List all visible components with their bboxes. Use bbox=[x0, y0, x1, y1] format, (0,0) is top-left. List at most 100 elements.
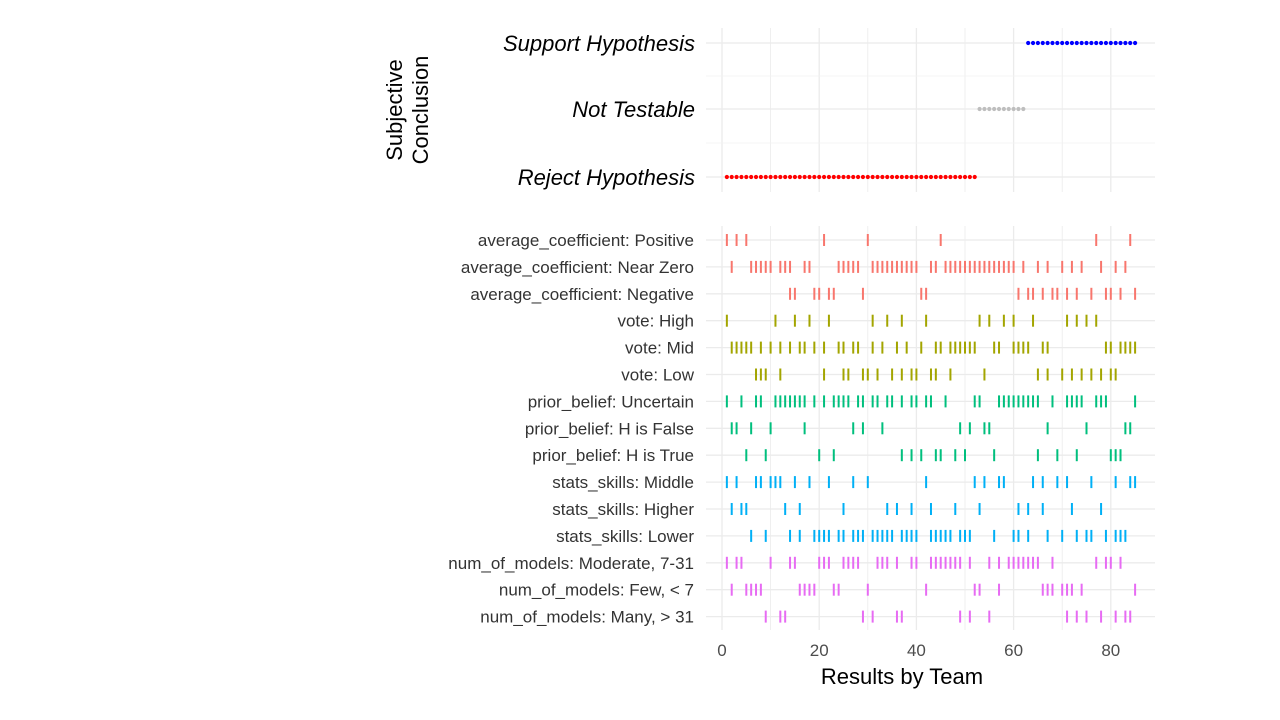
row-label: vote: High bbox=[617, 312, 694, 331]
y-axis-title-line: Subjective bbox=[382, 59, 407, 161]
row-label: prior_belief: H is False bbox=[525, 419, 694, 438]
conclusion-point bbox=[831, 174, 836, 180]
conclusion-point bbox=[924, 174, 929, 180]
conclusion-point bbox=[1055, 40, 1060, 46]
conclusion-point bbox=[855, 174, 861, 180]
conclusion-point bbox=[729, 174, 734, 180]
conclusion-point bbox=[1094, 40, 1099, 46]
conclusion-point bbox=[899, 174, 904, 180]
conclusion-point bbox=[846, 174, 851, 180]
conclusion-point bbox=[1060, 40, 1065, 46]
conclusion-point bbox=[1064, 40, 1070, 46]
conclusion-point bbox=[919, 174, 924, 180]
row-label: average_coefficient: Positive bbox=[478, 231, 694, 250]
conclusion-point bbox=[865, 174, 870, 180]
conclusion-label: Support Hypothesis bbox=[503, 31, 695, 56]
conclusion-point bbox=[943, 174, 948, 180]
x-tick-label: 60 bbox=[1004, 641, 1023, 660]
conclusion-point bbox=[797, 174, 802, 180]
row-label: stats_skills: Lower bbox=[556, 527, 694, 546]
conclusion-point bbox=[996, 106, 1002, 112]
conclusion-point bbox=[1001, 106, 1006, 112]
conclusion-point bbox=[734, 174, 739, 180]
x-tick-label: 40 bbox=[907, 641, 926, 660]
conclusion-point bbox=[763, 174, 768, 180]
conclusion-point bbox=[1050, 40, 1055, 46]
conclusion-point bbox=[1035, 40, 1040, 46]
conclusion-point bbox=[1128, 40, 1133, 46]
conclusion-point bbox=[783, 174, 788, 180]
x-axis-title: Results by Team bbox=[821, 664, 983, 689]
conclusion-point bbox=[977, 106, 982, 112]
conclusion-point bbox=[1084, 40, 1089, 46]
conclusion-point bbox=[773, 174, 778, 180]
conclusion-point bbox=[1133, 40, 1138, 46]
conclusion-label: Reject Hypothesis bbox=[518, 165, 695, 190]
conclusion-point bbox=[1040, 40, 1045, 46]
conclusion-point bbox=[992, 106, 997, 112]
conclusion-point bbox=[885, 174, 890, 180]
y-axis-title: SubjectiveConclusion bbox=[382, 56, 433, 165]
conclusion-point bbox=[739, 174, 744, 180]
conclusion-point bbox=[841, 174, 846, 180]
row-label: prior_belief: H is True bbox=[532, 446, 694, 465]
conclusion-point bbox=[1026, 40, 1031, 46]
row-label: num_of_models: Few, < 7 bbox=[499, 581, 694, 600]
conclusion-point bbox=[851, 174, 856, 180]
conclusion-point bbox=[914, 174, 919, 180]
conclusion-point bbox=[972, 174, 977, 180]
conclusion-point bbox=[1030, 40, 1036, 46]
conclusion-point bbox=[836, 174, 841, 180]
conclusion-point bbox=[982, 106, 987, 112]
conclusion-point bbox=[1016, 106, 1021, 112]
conclusion-point bbox=[826, 174, 832, 180]
conclusion-point bbox=[778, 174, 783, 180]
conclusion-point bbox=[1079, 40, 1084, 46]
conclusion-point bbox=[1021, 106, 1026, 112]
team-results-panel: average_coefficient: Positive average_coe… bbox=[448, 226, 1155, 689]
conclusion-point bbox=[724, 174, 729, 180]
conclusion-point bbox=[860, 174, 866, 180]
conclusion-point bbox=[890, 174, 895, 180]
row-label: num_of_models: Moderate, 7-31 bbox=[448, 554, 694, 573]
y-axis-title-line: Conclusion bbox=[408, 56, 433, 165]
row-label: vote: Low bbox=[621, 366, 694, 385]
conclusion-point bbox=[928, 174, 934, 180]
conclusion-point bbox=[987, 106, 992, 112]
conclusion-point bbox=[768, 174, 773, 180]
conclusion-panel: Support Hypothesis Not Testable Reject Hyp… bbox=[382, 28, 1155, 192]
conclusion-point bbox=[1011, 106, 1016, 112]
conclusion-point bbox=[1113, 40, 1118, 46]
conclusion-point bbox=[1045, 40, 1050, 46]
row-label: vote: Mid bbox=[625, 339, 694, 358]
conclusion-point bbox=[962, 174, 968, 180]
conclusion-point bbox=[953, 174, 958, 180]
conclusion-point bbox=[938, 174, 943, 180]
conclusion-point bbox=[1069, 40, 1075, 46]
conclusion-point bbox=[958, 174, 963, 180]
row-label: num_of_models: Many, > 31 bbox=[480, 608, 694, 627]
row-label: stats_skills: Higher bbox=[552, 500, 694, 519]
x-tick-label: 0 bbox=[717, 641, 726, 660]
conclusion-point bbox=[1123, 40, 1128, 46]
conclusion-point bbox=[1103, 40, 1109, 46]
row-label: stats_skills: Middle bbox=[552, 473, 694, 492]
row-label: prior_belief: Uncertain bbox=[528, 392, 694, 411]
conclusion-point bbox=[758, 174, 763, 180]
x-tick-label: 80 bbox=[1101, 641, 1120, 660]
conclusion-point bbox=[967, 174, 972, 180]
conclusion-point bbox=[821, 174, 827, 180]
conclusion-point bbox=[909, 174, 914, 180]
conclusion-point bbox=[792, 174, 798, 180]
conclusion-point bbox=[802, 174, 807, 180]
conclusion-point bbox=[948, 174, 953, 180]
conclusion-point bbox=[933, 174, 938, 180]
conclusion-point bbox=[1118, 40, 1123, 46]
conclusion-label: Not Testable bbox=[572, 97, 695, 122]
conclusion-point bbox=[1089, 40, 1094, 46]
conclusion-point bbox=[744, 174, 749, 180]
conclusion-point bbox=[749, 174, 754, 180]
conclusion-point bbox=[870, 174, 875, 180]
row-label: average_coefficient: Negative bbox=[470, 285, 694, 304]
